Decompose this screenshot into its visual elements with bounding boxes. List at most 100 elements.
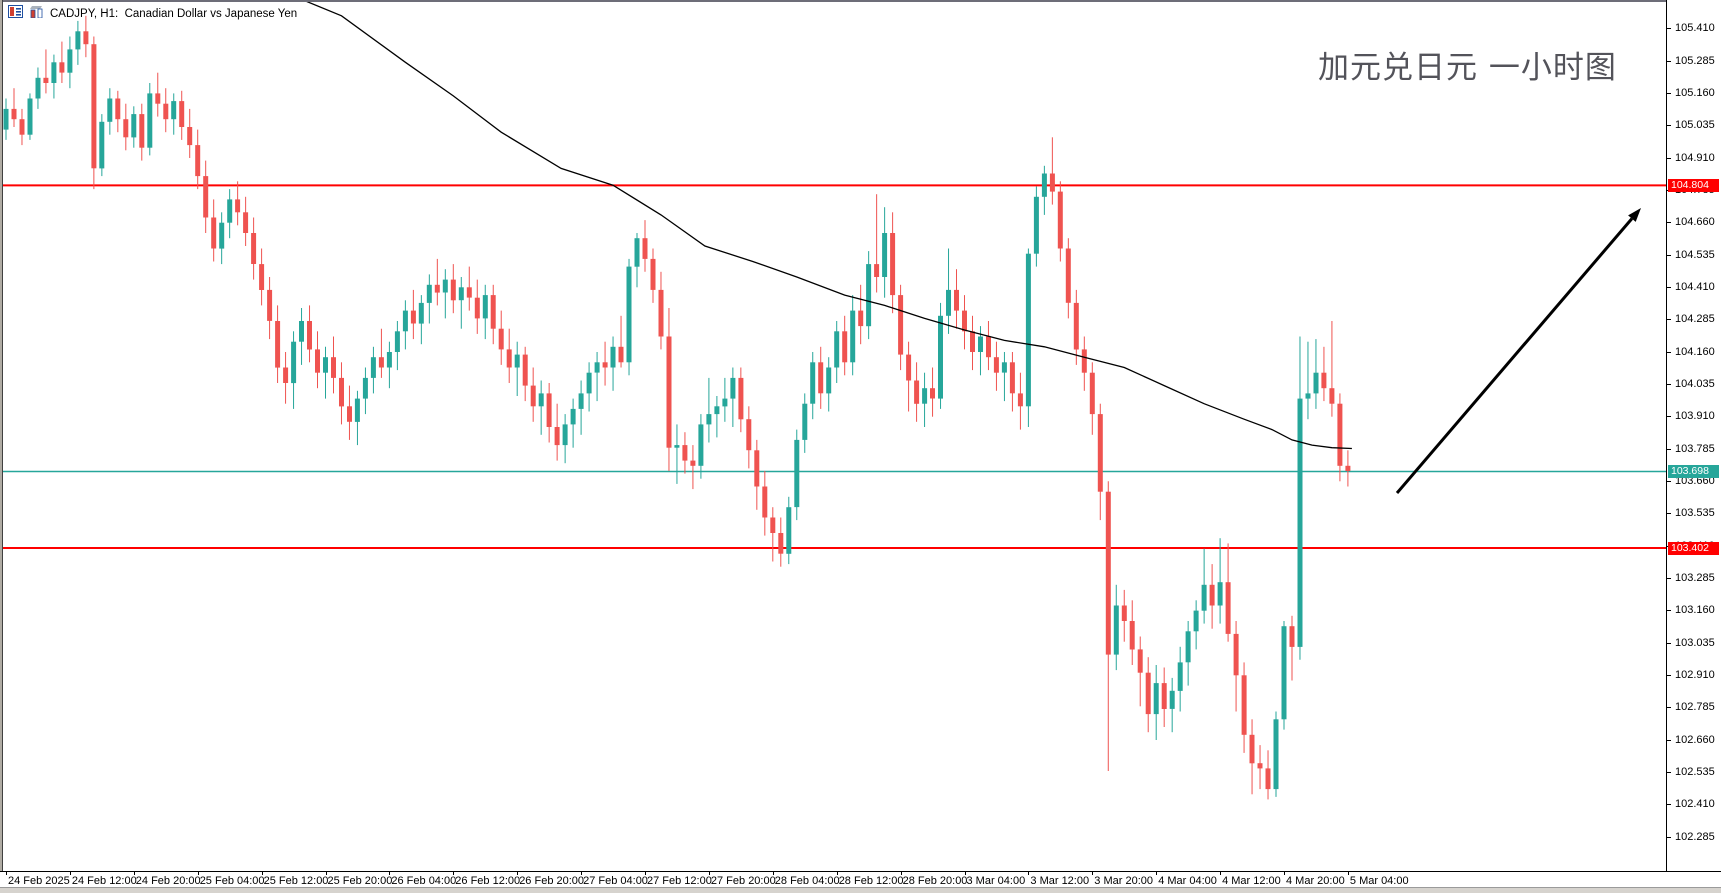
price-axis-tick [1667, 286, 1671, 288]
price-axis-label: 103.285 [1675, 571, 1715, 584]
candle-body [850, 310, 856, 363]
time-axis-label: 27 Feb 04:00 [583, 875, 648, 887]
candle-body [19, 119, 25, 135]
candle-body [107, 98, 113, 122]
price-axis-label: 104.660 [1675, 216, 1715, 229]
candle-body [1257, 763, 1263, 769]
candle-body [139, 114, 145, 148]
price-axis-tick [1667, 222, 1671, 224]
candle-body [930, 388, 935, 399]
time-axis-tick [645, 872, 646, 875]
time-axis-tick [261, 872, 263, 875]
price-axis-label: 104.910 [1675, 151, 1715, 164]
time-axis-label: 3 Mar 12:00 [1030, 875, 1090, 887]
candle-body [195, 145, 201, 177]
candle-body [466, 287, 472, 298]
chart-bars-icon [29, 5, 44, 23]
time-axis-tick [517, 872, 519, 875]
price-chart-canvas[interactable] [0, 0, 1666, 871]
candle-body [402, 310, 408, 332]
candle-body [650, 258, 656, 290]
time-axis-tick [69, 872, 71, 875]
candle-body [11, 108, 17, 120]
candle-body [203, 176, 209, 218]
candle-body [1281, 626, 1287, 720]
candle-body [378, 357, 384, 368]
candle-body [762, 486, 768, 518]
price-axis-label: 105.035 [1675, 119, 1715, 132]
candle-body [339, 377, 344, 407]
window-left-border [0, 0, 2, 893]
candle-body [1153, 683, 1159, 715]
time-axis-tick [1156, 872, 1158, 875]
candle-body [67, 49, 73, 73]
candle-body [147, 93, 153, 148]
price-axis-label: 105.410 [1675, 22, 1715, 35]
price-axis-tick [1667, 707, 1671, 709]
trend-arrow-line[interactable] [1395, 217, 1634, 494]
candle-body [922, 388, 928, 404]
price-axis-label: 104.285 [1675, 313, 1715, 326]
time-axis-tick [836, 872, 838, 875]
candle-body [962, 310, 967, 332]
time-axis-tick [964, 872, 966, 875]
time-axis-label: 3 Mar 20:00 [1094, 875, 1153, 887]
candle-body [283, 367, 289, 383]
candle-body [1001, 362, 1007, 373]
candle-body [642, 238, 648, 259]
price-axis-label: 102.785 [1675, 701, 1715, 714]
candle-body [1193, 610, 1199, 632]
price-axis-tick [1667, 642, 1671, 644]
price-axis-label: 103.035 [1675, 636, 1715, 649]
time-axis-label: 4 Mar 12:00 [1222, 875, 1281, 887]
candle-body [1177, 662, 1183, 691]
candle-body [938, 315, 943, 399]
price-axis-tick [1667, 351, 1671, 353]
candle-body [91, 44, 97, 169]
time-axis-tick [197, 872, 199, 875]
candle-body [786, 507, 792, 554]
candle-body [3, 108, 9, 130]
candle-body [738, 377, 744, 420]
time-axis[interactable]: 24 Feb 2025 24 Feb 12:00 24 Feb 20:00 25 Fe… [0, 871, 1721, 887]
candle-body [538, 393, 544, 407]
candle-body [570, 408, 576, 425]
candle-body [834, 331, 840, 368]
candle-body [890, 233, 896, 296]
chart-list-icon [8, 5, 23, 23]
candle-body [179, 101, 185, 127]
candle-body [163, 103, 169, 120]
candle-body [434, 284, 440, 293]
candle-body [794, 439, 800, 508]
candle-body [970, 331, 975, 352]
price-axis-label: 104.410 [1675, 280, 1715, 293]
time-axis-label: 25 Feb 12:00 [263, 875, 329, 887]
candle-body [562, 424, 568, 446]
trend-arrow[interactable] [1395, 208, 1641, 494]
candle-body [1313, 372, 1319, 394]
candle-body [1265, 768, 1271, 790]
price-badge: 104.804 [1668, 178, 1719, 192]
time-axis-tick [389, 872, 391, 875]
price-axis-label: 102.660 [1675, 733, 1715, 746]
price-axis[interactable]: 105.410105.285105.160105.035104.910104.7… [1666, 0, 1721, 872]
candle-body [858, 310, 864, 327]
candle-body [370, 357, 376, 378]
time-axis-label: 3 Mar 04:00 [966, 875, 1026, 887]
candle-body [1241, 675, 1247, 735]
candle-body [754, 450, 760, 487]
candle-body [1097, 414, 1103, 492]
time-axis-tick [325, 872, 327, 875]
time-axis-tick [1220, 872, 1222, 875]
price-axis-label: 104.535 [1675, 248, 1715, 261]
candle-body [1297, 398, 1303, 647]
candle-body [155, 93, 161, 104]
candle-body [386, 352, 392, 368]
candle-body [75, 31, 81, 50]
candle-body [1081, 349, 1087, 373]
candle-body [698, 424, 704, 466]
candle-body [1073, 302, 1079, 350]
status-strip [0, 887, 1721, 893]
candle-body [690, 460, 696, 466]
time-axis-label: 5 Mar 04:00 [1349, 875, 1409, 887]
